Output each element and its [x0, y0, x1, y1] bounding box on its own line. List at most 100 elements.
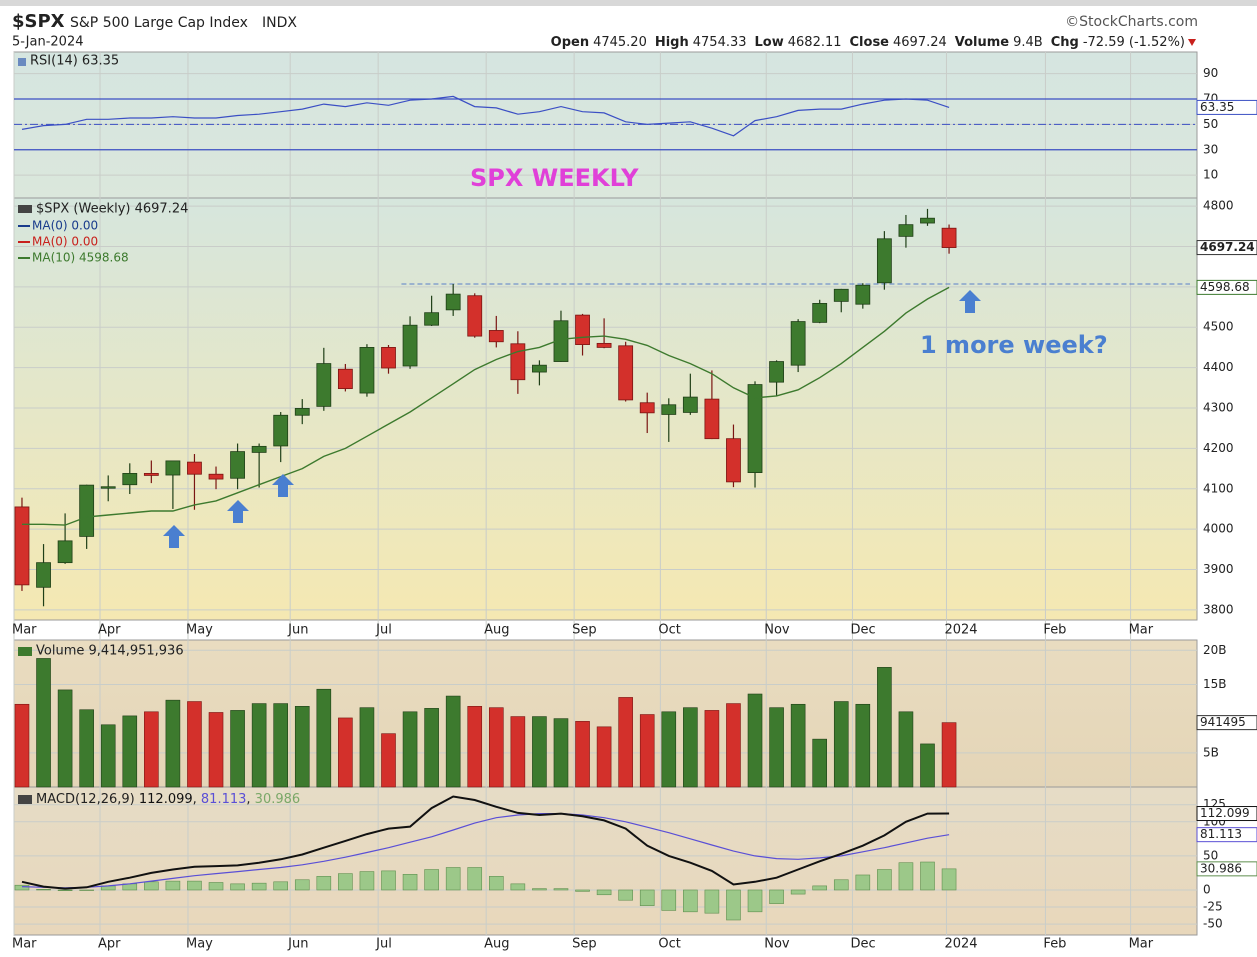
- volume-bar: [726, 703, 741, 788]
- macd-histogram-bar: [208, 882, 224, 891]
- macd-histogram-bar: [230, 883, 245, 891]
- y-tick-label: 20B: [1203, 643, 1227, 657]
- x-tick-label: Nov: [764, 937, 790, 952]
- x-tick-label: Apr: [98, 623, 121, 638]
- macd-histogram-bar: [726, 889, 741, 921]
- value-box-label: 81.113: [1200, 827, 1242, 841]
- candle-body: [208, 473, 224, 480]
- y-tick-label: 10: [1203, 168, 1218, 182]
- volume-bar: [144, 711, 159, 788]
- volume-bar: [855, 703, 871, 788]
- value-box: [1196, 99, 1257, 115]
- volume-bar: [359, 707, 375, 788]
- volume-bar: [57, 689, 73, 788]
- candle-body: [747, 384, 763, 474]
- ohlc-value: 4745.20: [593, 35, 647, 50]
- legend-value: 112.099: [139, 792, 193, 807]
- value-box-label: 941495: [1200, 715, 1246, 729]
- y-tick-label: -25: [1203, 900, 1223, 914]
- macd-histogram-bar: [165, 880, 181, 891]
- candle-body: [575, 314, 590, 345]
- volume-bar: [294, 706, 310, 788]
- value-box: [1196, 715, 1257, 731]
- macd-histogram-bar: [683, 889, 698, 913]
- volume-bar: [920, 743, 935, 788]
- x-tick-label: Jul: [375, 623, 392, 638]
- candle-body: [855, 284, 871, 305]
- macd-histogram-bar: [294, 879, 310, 891]
- x-tick-label: Mar: [12, 623, 37, 638]
- value-box-label: 63.35: [1200, 100, 1234, 114]
- candle-body: [402, 324, 418, 367]
- macd-histogram-bar: [381, 870, 396, 891]
- legend-icon: [18, 795, 32, 804]
- volume-bar: [100, 724, 116, 788]
- volume-bar: [14, 703, 30, 788]
- macd-histogram-bar: [941, 868, 957, 891]
- x-tick-label: Sep: [572, 623, 597, 638]
- date: 5-Jan-2024: [12, 35, 84, 50]
- macd-histogram-bar: [79, 889, 94, 891]
- value-box-label: 30.986: [1200, 861, 1242, 875]
- candle-body: [726, 438, 741, 483]
- symbol: $SPX: [12, 11, 65, 32]
- x-tick-label: Dec: [850, 937, 875, 952]
- macd-histogram-bar: [704, 889, 720, 914]
- volume-bar: [510, 716, 526, 788]
- candle-body: [661, 404, 677, 415]
- y-tick-label: 4800: [1203, 199, 1234, 213]
- macd-histogram-bar: [36, 889, 51, 891]
- y-tick-label: 4200: [1203, 441, 1234, 455]
- volume-bar: [683, 707, 698, 788]
- annotation: SPX WEEKLY: [470, 164, 639, 192]
- candle-body: [920, 217, 935, 224]
- x-tick-label: May: [186, 937, 213, 952]
- ohlc-label: Volume: [955, 35, 1010, 50]
- candle-body: [122, 473, 138, 486]
- ohlc-label: Low: [755, 35, 784, 50]
- candle-body: [941, 227, 957, 248]
- candle-body: [187, 461, 202, 475]
- candle-body: [273, 414, 289, 447]
- macd-histogram-bar: [445, 867, 461, 891]
- macd-histogram-bar: [553, 888, 569, 891]
- volume-bar: [553, 718, 569, 788]
- legend-entry: MA(0) 0.00: [32, 235, 98, 249]
- legend-entry: MACD(12,26,9): [36, 792, 135, 807]
- legend-separator: ,: [193, 792, 201, 807]
- volume-bar: [618, 697, 633, 788]
- candle-body: [682, 396, 698, 413]
- legend-icon: [18, 205, 32, 213]
- y-tick-label: 0: [1203, 882, 1211, 896]
- macd-line: [21, 813, 950, 889]
- volume-bar: [532, 716, 547, 788]
- volume-bar: [661, 711, 677, 788]
- macd-histogram-bar: [920, 861, 935, 891]
- candle-body: [294, 407, 310, 416]
- ohlc-label: Chg: [1051, 35, 1079, 50]
- volume-bar: [381, 733, 396, 788]
- x-tick-label: Aug: [484, 623, 509, 638]
- legend-value: 30.986: [255, 792, 301, 807]
- index-name: S&P 500 Large Cap Index: [70, 15, 248, 31]
- macd-histogram-bar: [316, 876, 332, 891]
- y-tick-label: 4100: [1203, 481, 1234, 495]
- macd-panel: [13, 786, 1198, 936]
- macd-histogram-bar: [251, 882, 267, 891]
- x-tick-label: Mar: [1129, 623, 1154, 638]
- macd-histogram-bar: [359, 871, 375, 891]
- arrow: [272, 474, 294, 497]
- candle-body: [898, 224, 914, 237]
- candle-body: [618, 345, 634, 401]
- macd-histogram-bar: [488, 876, 504, 891]
- value-box: [1196, 806, 1257, 822]
- candle-body: [833, 288, 849, 302]
- rsi-line: [21, 95, 950, 137]
- legend-value: 81.113: [201, 792, 247, 807]
- candle-body: [790, 321, 806, 366]
- value-box-label: 4697.24: [1200, 240, 1255, 254]
- volume-bar: [747, 693, 763, 788]
- macd-histogram-bar: [532, 888, 547, 891]
- legend-entry: MA(0) 0.00: [32, 219, 98, 233]
- x-tick-label: Oct: [658, 623, 680, 638]
